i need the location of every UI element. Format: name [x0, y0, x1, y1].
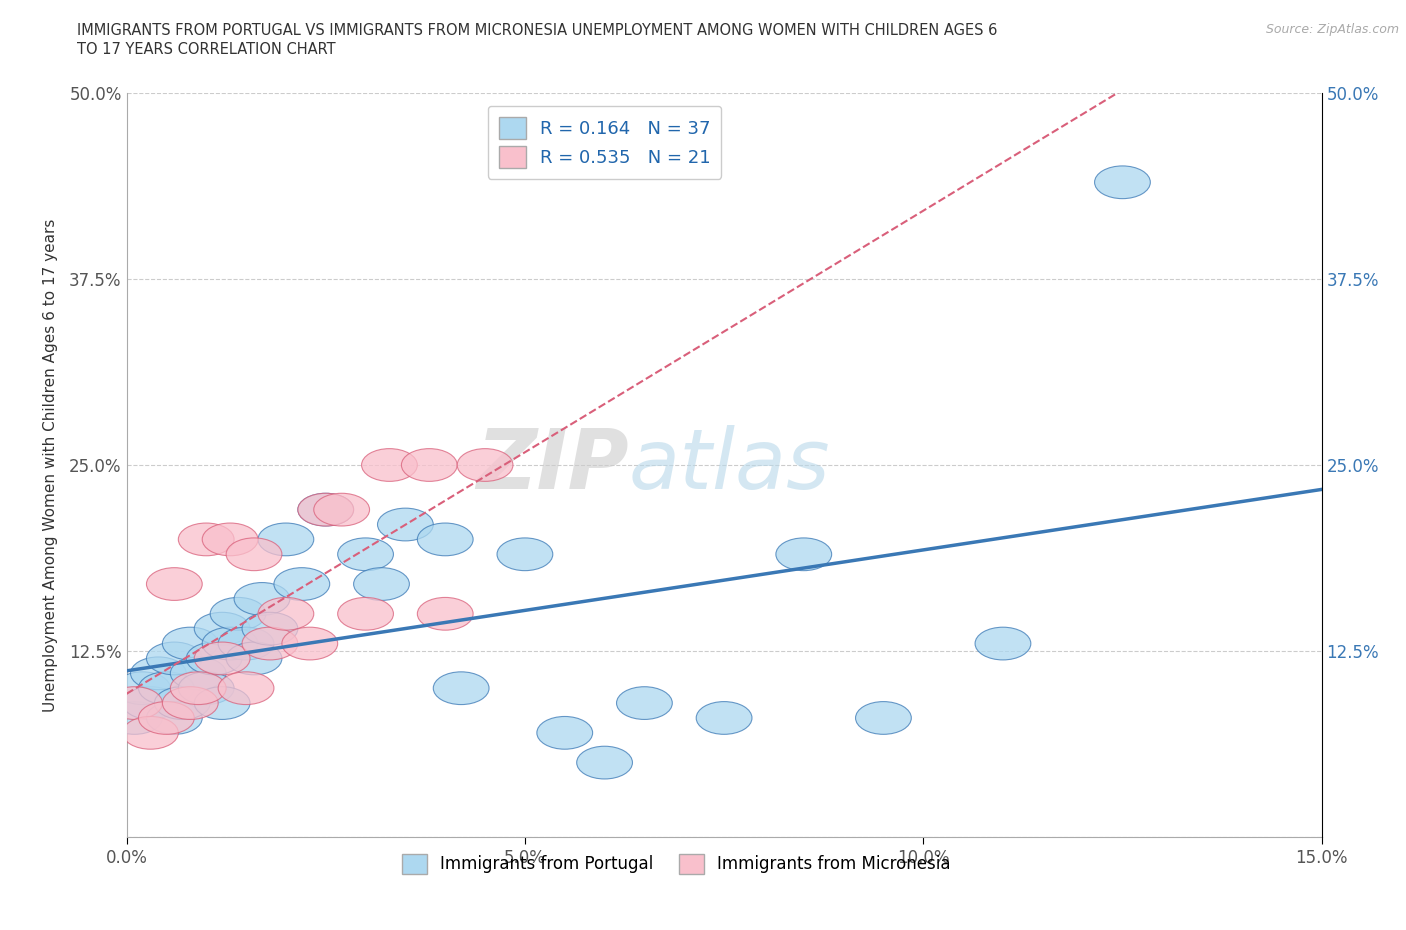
Ellipse shape: [259, 597, 314, 631]
Ellipse shape: [146, 642, 202, 675]
Ellipse shape: [107, 701, 162, 735]
Ellipse shape: [194, 612, 250, 645]
Ellipse shape: [155, 686, 211, 720]
Ellipse shape: [242, 612, 298, 645]
Ellipse shape: [202, 627, 259, 660]
Ellipse shape: [179, 523, 233, 556]
Ellipse shape: [457, 448, 513, 482]
Ellipse shape: [537, 716, 593, 750]
Ellipse shape: [337, 597, 394, 631]
Legend: Immigrants from Portugal, Immigrants from Micronesia: Immigrants from Portugal, Immigrants fro…: [395, 847, 957, 881]
Ellipse shape: [337, 538, 394, 571]
Ellipse shape: [122, 716, 179, 750]
Ellipse shape: [855, 701, 911, 735]
Ellipse shape: [354, 567, 409, 601]
Ellipse shape: [194, 686, 250, 720]
Ellipse shape: [298, 493, 354, 526]
Ellipse shape: [226, 538, 281, 571]
Ellipse shape: [162, 627, 218, 660]
Ellipse shape: [259, 523, 314, 556]
Ellipse shape: [976, 627, 1031, 660]
Ellipse shape: [131, 657, 186, 690]
Ellipse shape: [418, 523, 472, 556]
Ellipse shape: [242, 627, 298, 660]
Ellipse shape: [298, 493, 354, 526]
Text: IMMIGRANTS FROM PORTUGAL VS IMMIGRANTS FROM MICRONESIA UNEMPLOYMENT AMONG WOMEN : IMMIGRANTS FROM PORTUGAL VS IMMIGRANTS F…: [77, 23, 998, 38]
Ellipse shape: [696, 701, 752, 735]
Ellipse shape: [146, 701, 202, 735]
Y-axis label: Unemployment Among Women with Children Ages 6 to 17 years: Unemployment Among Women with Children A…: [44, 219, 58, 711]
Ellipse shape: [170, 657, 226, 690]
Text: TO 17 YEARS CORRELATION CHART: TO 17 YEARS CORRELATION CHART: [77, 42, 336, 57]
Text: ZIP: ZIP: [475, 424, 628, 506]
Ellipse shape: [402, 448, 457, 482]
Ellipse shape: [122, 686, 179, 720]
Text: Source: ZipAtlas.com: Source: ZipAtlas.com: [1265, 23, 1399, 36]
Ellipse shape: [211, 597, 266, 631]
Ellipse shape: [114, 671, 170, 705]
Ellipse shape: [194, 642, 250, 675]
Ellipse shape: [281, 627, 337, 660]
Ellipse shape: [361, 448, 418, 482]
Ellipse shape: [433, 671, 489, 705]
Ellipse shape: [498, 538, 553, 571]
Ellipse shape: [776, 538, 832, 571]
Ellipse shape: [186, 642, 242, 675]
Ellipse shape: [107, 686, 162, 720]
Ellipse shape: [138, 701, 194, 735]
Ellipse shape: [576, 746, 633, 779]
Ellipse shape: [146, 567, 202, 601]
Ellipse shape: [162, 686, 218, 720]
Ellipse shape: [202, 523, 259, 556]
Ellipse shape: [218, 627, 274, 660]
Ellipse shape: [616, 686, 672, 720]
Ellipse shape: [274, 567, 329, 601]
Ellipse shape: [1095, 166, 1150, 199]
Ellipse shape: [170, 671, 226, 705]
Ellipse shape: [218, 671, 274, 705]
Ellipse shape: [179, 671, 233, 705]
Ellipse shape: [314, 493, 370, 526]
Ellipse shape: [418, 597, 472, 631]
Ellipse shape: [377, 508, 433, 541]
Ellipse shape: [138, 671, 194, 705]
Ellipse shape: [226, 642, 281, 675]
Ellipse shape: [233, 582, 290, 616]
Text: atlas: atlas: [628, 424, 830, 506]
